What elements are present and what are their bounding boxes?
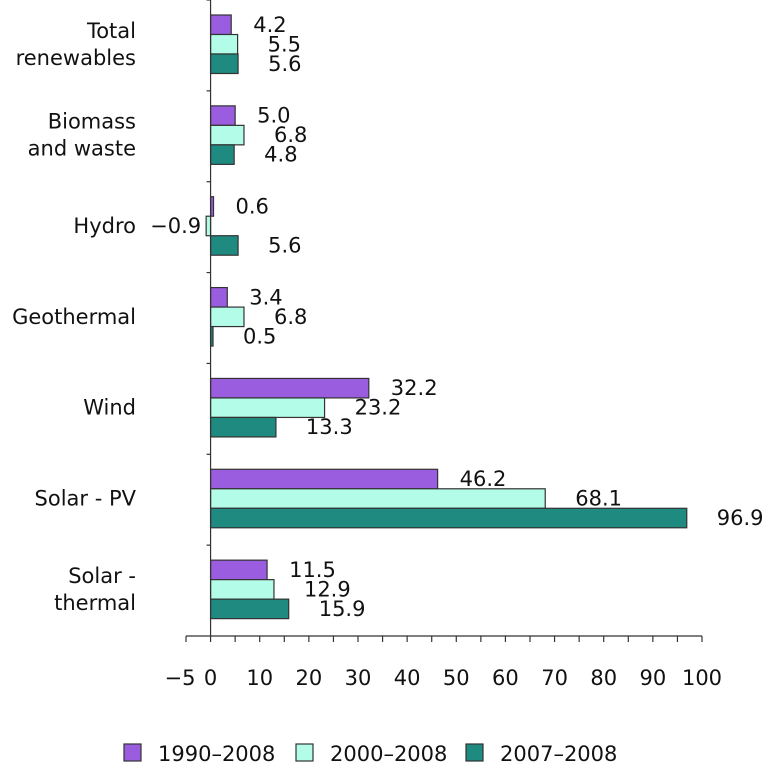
x-tick-label: 100: [682, 666, 722, 690]
value-label: 5.6: [268, 52, 301, 76]
category-label: Total: [86, 19, 136, 43]
bar-3-5: [209, 416, 277, 438]
legend-item-2: 2000–2008: [295, 742, 447, 766]
value-label: 4.8: [264, 143, 297, 167]
value-label: 12.9: [304, 577, 351, 601]
value-label: 6.8: [274, 123, 307, 147]
category-label: and waste: [28, 137, 136, 161]
bar-1-7: [209, 559, 268, 581]
value-label: −0.9: [150, 214, 201, 238]
bar-1-6: [209, 468, 439, 490]
bar-3-1: [209, 53, 239, 75]
x-tick-label: −5: [165, 666, 196, 690]
bar-3-3: [209, 235, 239, 256]
value-label: 4.2: [253, 13, 286, 37]
category-label: Biomass: [48, 110, 136, 134]
bar-2-4: [209, 306, 245, 328]
legend-swatch: [295, 743, 314, 762]
x-tick-label: 30: [345, 666, 372, 690]
x-tick-label: 40: [394, 666, 421, 690]
bar-1-1: [209, 14, 232, 36]
bar-1-2: [209, 105, 236, 126]
x-tick-label: 70: [541, 666, 568, 690]
x-tick-label: 90: [639, 666, 666, 690]
legend-label: 2000–2008: [330, 742, 447, 766]
axes-group: −5 0 10 20 30 40 50 60 70 80 90 100: [165, 0, 722, 690]
value-label: 6.8: [274, 305, 307, 329]
bar-3-6: [209, 507, 688, 529]
x-tick-label: 60: [492, 666, 519, 690]
category-label: Geothermal: [12, 305, 136, 329]
x-tick-label: 0: [204, 666, 217, 690]
bar-2-6: [209, 488, 546, 509]
value-label: 46.2: [460, 467, 507, 491]
value-label: 5.5: [268, 32, 301, 56]
bars-group: [205, 14, 688, 620]
legend-item-3: 2007–2008: [465, 742, 617, 766]
bar-2-3: [205, 215, 212, 237]
value-label: 5.0: [257, 104, 290, 128]
value-label: 3.4: [249, 285, 282, 309]
bar-3-2: [209, 144, 235, 165]
value-label: 15.9: [319, 597, 366, 621]
legend-label: 1990–2008: [158, 742, 275, 766]
value-label: 0.5: [243, 324, 276, 348]
x-tick-label: 10: [246, 666, 273, 690]
category-label: Hydro: [73, 214, 136, 238]
x-tick-label: 50: [443, 666, 470, 690]
value-label: 23.2: [355, 396, 402, 420]
bar-2-2: [209, 124, 245, 146]
legend-item-1: 1990–2008: [123, 742, 275, 766]
category-label: renewables: [16, 46, 136, 70]
category-label: Wind: [83, 396, 136, 420]
value-label: 0.6: [236, 194, 269, 218]
bar-3-7: [209, 598, 290, 620]
x-tick-label: 80: [590, 666, 617, 690]
value-label: 32.2: [391, 376, 438, 400]
value-label: 13.3: [306, 415, 353, 439]
category-labels-group: Total renewables Biomass and waste Hydro Geot…: [12, 19, 137, 615]
legend-swatch: [465, 743, 484, 762]
category-label: Solar -: [68, 564, 136, 588]
bar-1-5: [209, 377, 370, 399]
value-label: 5.6: [268, 233, 301, 257]
legend-label: 2007–2008: [500, 742, 617, 766]
bar-1-4: [209, 286, 228, 308]
value-label: 11.5: [289, 558, 336, 582]
value-label: 96.9: [717, 506, 764, 530]
x-tick-label: 20: [295, 666, 322, 690]
bar-2-1: [209, 33, 239, 55]
value-labels-group: 4.25.55.65.06.84.80.6−0.95.63.46.80.532.…: [150, 13, 763, 621]
legend-swatch: [123, 743, 142, 762]
legend: 1990–2008 2000–2008 2007–2008: [123, 742, 617, 766]
category-label: Solar - PV: [35, 487, 137, 511]
value-label: 68.1: [575, 487, 622, 511]
bar-2-7: [209, 579, 275, 600]
category-label: thermal: [54, 591, 136, 615]
